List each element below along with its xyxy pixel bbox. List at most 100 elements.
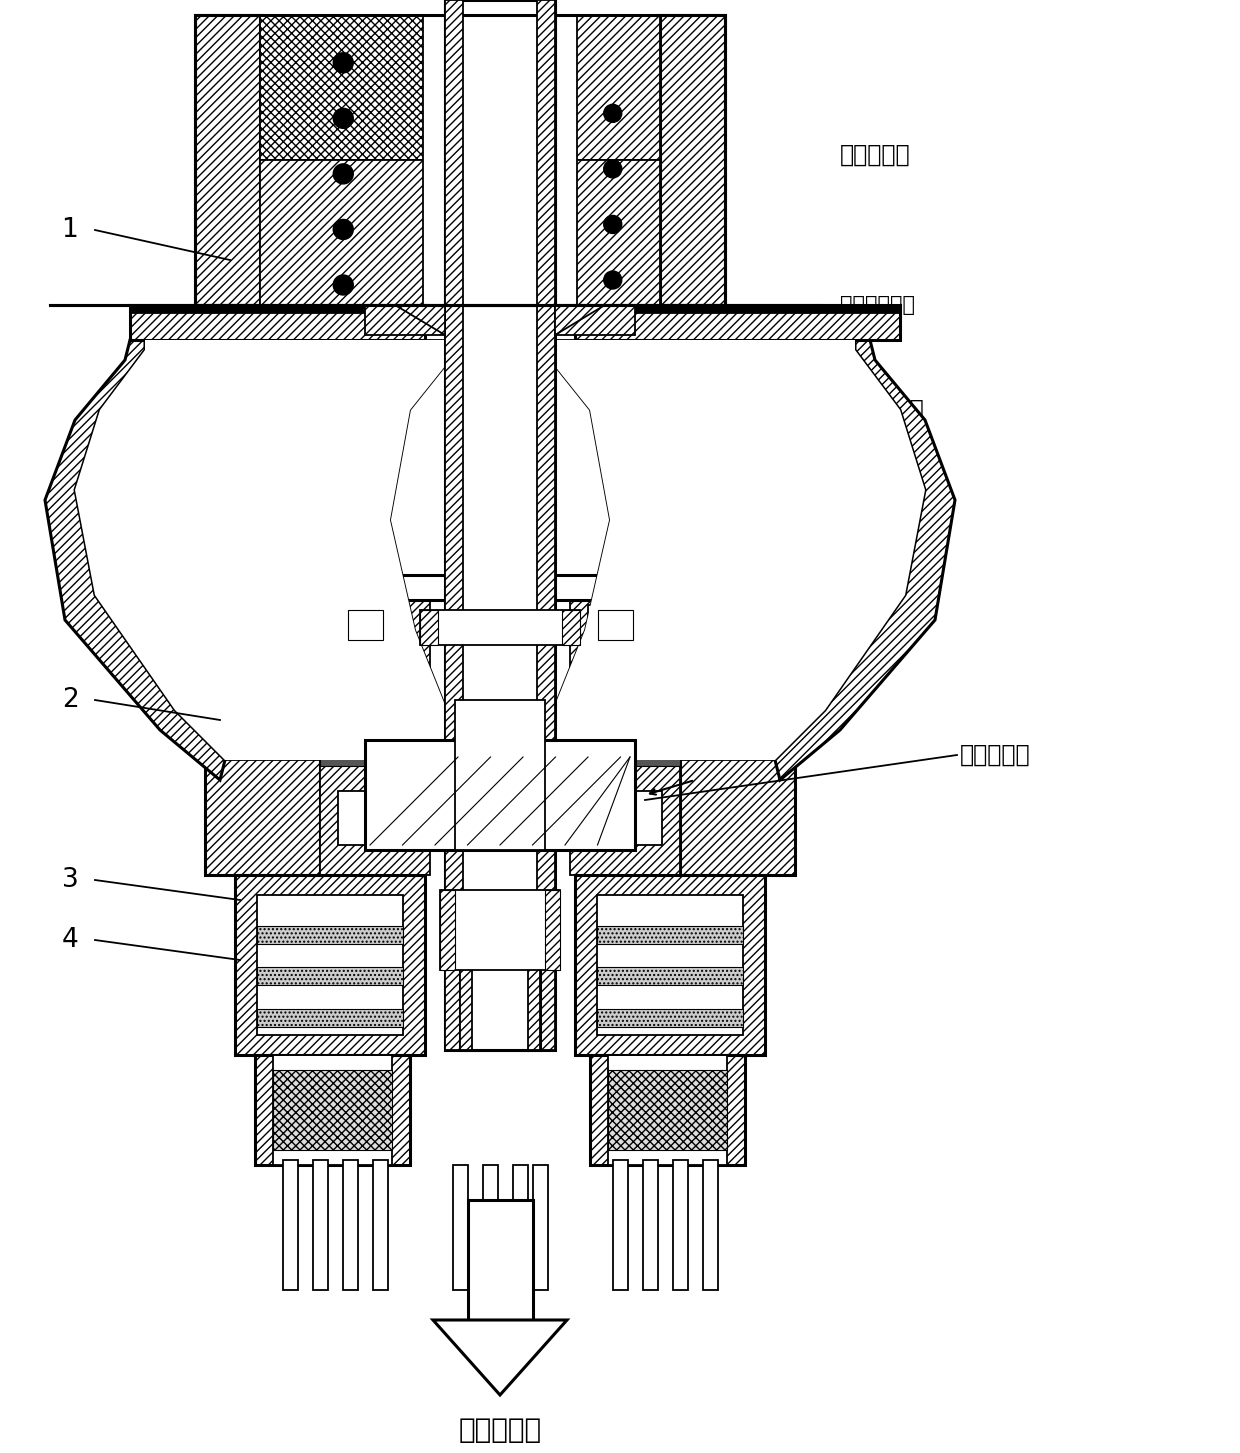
Bar bbox=[588, 604, 644, 649]
Bar bbox=[613, 1159, 627, 1290]
Bar bbox=[255, 1055, 410, 1165]
Bar bbox=[348, 610, 383, 639]
Bar bbox=[420, 610, 580, 645]
Bar bbox=[735, 575, 795, 600]
Bar bbox=[373, 1159, 388, 1290]
Bar bbox=[339, 604, 393, 649]
Bar bbox=[339, 604, 393, 649]
Text: 分离航天器: 分离航天器 bbox=[839, 142, 910, 167]
Bar bbox=[570, 600, 680, 875]
Bar bbox=[460, 960, 472, 1051]
Text: 2: 2 bbox=[62, 687, 78, 713]
Bar bbox=[339, 790, 412, 846]
Bar bbox=[528, 960, 539, 1051]
Bar bbox=[575, 305, 900, 340]
Bar bbox=[596, 895, 743, 1035]
Text: 被分离航天器: 被分离航天器 bbox=[839, 398, 925, 421]
Bar bbox=[467, 1200, 533, 1319]
Bar bbox=[257, 895, 403, 1035]
Bar bbox=[283, 1159, 298, 1290]
Bar bbox=[644, 1159, 658, 1290]
Circle shape bbox=[604, 215, 621, 234]
Bar bbox=[556, 15, 577, 305]
Text: 3: 3 bbox=[62, 867, 78, 894]
Bar bbox=[673, 1159, 688, 1290]
Bar bbox=[423, 15, 445, 305]
Bar bbox=[453, 1165, 467, 1290]
Text: 大载荷拉伸: 大载荷拉伸 bbox=[459, 1417, 542, 1444]
Bar bbox=[260, 15, 445, 160]
Bar bbox=[608, 1069, 727, 1149]
Bar bbox=[420, 610, 438, 645]
Bar bbox=[596, 1008, 743, 1027]
Polygon shape bbox=[74, 340, 455, 760]
Text: 4: 4 bbox=[62, 927, 78, 953]
Bar bbox=[365, 740, 635, 850]
Bar bbox=[445, 0, 556, 305]
Bar bbox=[257, 1008, 403, 1027]
Bar bbox=[236, 875, 425, 1055]
Polygon shape bbox=[396, 305, 445, 336]
Text: 小力矩拧紧: 小力矩拧紧 bbox=[960, 742, 1030, 767]
Polygon shape bbox=[433, 1319, 567, 1395]
Bar bbox=[130, 305, 900, 312]
Polygon shape bbox=[45, 340, 224, 780]
Bar bbox=[596, 926, 743, 943]
Bar bbox=[320, 758, 430, 766]
Bar bbox=[537, 0, 556, 305]
Bar bbox=[537, 0, 556, 1051]
Bar bbox=[445, 0, 556, 1051]
Bar bbox=[205, 575, 320, 875]
Polygon shape bbox=[74, 340, 455, 760]
Bar bbox=[660, 15, 725, 305]
Bar bbox=[556, 15, 660, 160]
Polygon shape bbox=[546, 340, 925, 760]
Polygon shape bbox=[556, 305, 605, 336]
Bar bbox=[546, 891, 560, 971]
Bar bbox=[513, 1165, 528, 1290]
Circle shape bbox=[334, 52, 353, 73]
Bar bbox=[484, 1165, 498, 1290]
Bar bbox=[257, 968, 403, 985]
Bar bbox=[598, 610, 632, 639]
Polygon shape bbox=[546, 340, 925, 760]
Bar bbox=[440, 891, 560, 971]
Circle shape bbox=[604, 272, 621, 289]
Bar bbox=[257, 926, 403, 943]
Bar bbox=[312, 1159, 329, 1290]
Bar bbox=[445, 0, 463, 1051]
Circle shape bbox=[334, 275, 353, 295]
Bar bbox=[608, 1055, 727, 1165]
Bar bbox=[596, 968, 743, 985]
Bar bbox=[440, 891, 455, 971]
Bar bbox=[195, 15, 260, 305]
Bar bbox=[575, 875, 765, 1055]
Bar bbox=[365, 305, 445, 336]
Bar bbox=[339, 652, 412, 748]
Bar bbox=[205, 575, 265, 600]
Bar bbox=[343, 1159, 358, 1290]
Bar bbox=[273, 1055, 392, 1165]
Circle shape bbox=[334, 109, 353, 128]
Bar bbox=[556, 160, 660, 305]
Bar bbox=[455, 700, 546, 850]
Bar bbox=[588, 790, 662, 846]
Bar bbox=[130, 305, 425, 340]
Bar bbox=[588, 652, 662, 748]
Bar bbox=[590, 1055, 745, 1165]
Circle shape bbox=[334, 219, 353, 240]
Bar bbox=[703, 1159, 718, 1290]
Bar bbox=[680, 575, 795, 875]
Text: 1: 1 bbox=[62, 216, 78, 243]
Bar bbox=[588, 604, 644, 649]
Bar bbox=[320, 600, 430, 875]
Bar bbox=[570, 758, 680, 766]
Circle shape bbox=[604, 160, 621, 177]
Circle shape bbox=[604, 105, 621, 122]
Text: 航天器分离面: 航天器分离面 bbox=[839, 295, 915, 315]
Bar bbox=[195, 15, 725, 305]
Polygon shape bbox=[775, 340, 955, 780]
Bar bbox=[533, 1165, 548, 1290]
Circle shape bbox=[334, 164, 353, 185]
Bar bbox=[273, 1069, 392, 1149]
